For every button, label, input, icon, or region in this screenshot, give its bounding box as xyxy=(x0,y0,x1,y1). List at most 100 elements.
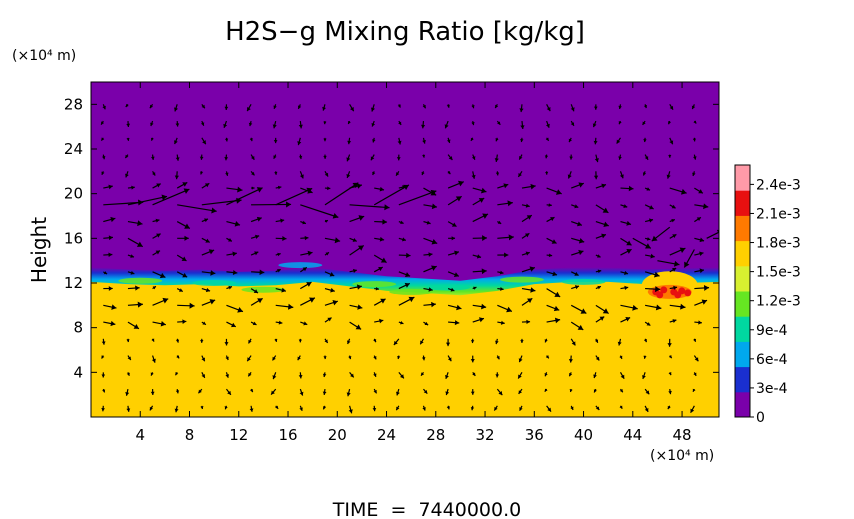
wind-vector xyxy=(472,235,487,241)
wind-vector xyxy=(349,104,355,112)
wind-vector xyxy=(324,251,330,256)
wind-vector xyxy=(568,137,572,143)
wind-vector xyxy=(300,220,307,225)
wind-vector xyxy=(349,284,362,290)
wind-vector xyxy=(669,319,677,323)
wind-vector xyxy=(568,355,573,363)
wind-vector xyxy=(250,388,254,393)
wind-vector xyxy=(299,388,304,396)
wind-vector xyxy=(519,104,524,113)
colorbar-segment xyxy=(735,316,750,342)
wind-vector xyxy=(567,171,572,179)
wind-vector xyxy=(593,104,598,110)
wind-vector xyxy=(619,372,625,380)
wind-vector xyxy=(470,355,475,363)
wind-vector xyxy=(250,321,257,326)
wind-vector xyxy=(324,237,341,244)
wind-vector xyxy=(200,171,204,175)
wind-vector xyxy=(225,388,232,396)
y-axis-ticks: 4 8 12 16 20 24 28 xyxy=(64,95,719,381)
y-unit-label: (×10⁴ m) xyxy=(12,48,76,64)
wind-vector xyxy=(694,187,704,194)
wind-vector xyxy=(448,236,456,241)
wind-vector xyxy=(272,120,277,129)
wind-vector xyxy=(103,304,117,310)
wind-vector xyxy=(250,297,263,306)
wind-vector xyxy=(225,355,229,361)
wind-vector xyxy=(297,137,302,146)
wind-vector xyxy=(152,183,161,189)
wind-vector xyxy=(570,405,574,411)
wind-vector xyxy=(275,320,283,325)
wind-vector xyxy=(693,355,699,362)
field-streak xyxy=(499,276,544,283)
wind-vector xyxy=(125,103,129,108)
wind-vector xyxy=(177,302,195,309)
wind-vector xyxy=(518,355,523,363)
wind-vector xyxy=(397,104,401,108)
wind-vector xyxy=(300,321,308,326)
wind-vector xyxy=(423,203,438,210)
wind-vector xyxy=(517,372,523,379)
wind-vector xyxy=(349,321,362,330)
wind-vector xyxy=(620,220,632,226)
wind-vector xyxy=(250,154,255,161)
wind-vector xyxy=(349,204,390,211)
wind-vector xyxy=(324,317,332,323)
hotspot-core xyxy=(656,291,664,299)
wind-vector xyxy=(471,171,476,179)
wind-vector xyxy=(101,372,106,378)
wind-vector xyxy=(349,371,355,378)
wind-vector xyxy=(201,270,216,276)
wind-vector xyxy=(643,338,648,343)
wind-vector xyxy=(176,181,188,189)
colorbar-label: 2.4e-3 xyxy=(756,177,801,193)
wind-vector xyxy=(152,233,161,239)
wind-vector xyxy=(298,154,303,160)
wind-vector xyxy=(619,388,624,393)
wind-vector xyxy=(643,104,648,109)
wind-vector xyxy=(373,372,377,378)
wind-vector xyxy=(323,154,327,159)
wind-vector xyxy=(372,137,376,143)
wind-vector xyxy=(694,320,702,325)
wind-vector xyxy=(546,288,561,298)
wind-vector xyxy=(669,285,678,290)
wind-vector xyxy=(571,204,579,209)
wind-vector xyxy=(594,154,599,163)
wind-vector xyxy=(445,372,449,380)
wind-vector xyxy=(470,405,475,411)
wind-vector xyxy=(275,185,282,190)
wind-vector xyxy=(620,304,638,311)
wind-vector xyxy=(472,187,487,194)
heatmap-field xyxy=(91,82,719,417)
wind-vector xyxy=(275,236,287,242)
wind-vector xyxy=(694,268,705,274)
x-tick-label: 48 xyxy=(673,426,692,444)
wind-vector xyxy=(447,170,451,175)
wind-vector xyxy=(370,154,375,161)
wind-vector xyxy=(644,154,649,161)
wind-vector xyxy=(422,154,426,158)
wind-vector xyxy=(471,120,475,126)
wind-vector xyxy=(668,388,672,395)
wind-vector xyxy=(570,338,576,346)
colorbar-segment xyxy=(735,265,750,292)
wind-vector xyxy=(397,355,401,360)
wind-vector xyxy=(472,371,476,377)
wind-vector xyxy=(447,355,452,362)
wind-vector xyxy=(374,287,380,291)
wind-vector xyxy=(374,318,384,324)
wind-vector xyxy=(150,389,155,396)
wind-vector xyxy=(470,389,475,395)
wind-vector xyxy=(324,338,329,344)
wind-vector xyxy=(152,285,157,290)
wind-vector xyxy=(373,338,377,343)
wind-vector xyxy=(324,186,331,191)
wind-vector xyxy=(126,338,130,343)
wind-vector xyxy=(694,285,710,291)
wind-vector xyxy=(300,297,316,306)
field-streak xyxy=(192,280,237,286)
wind-vector xyxy=(620,204,628,208)
wind-vector xyxy=(373,298,386,306)
